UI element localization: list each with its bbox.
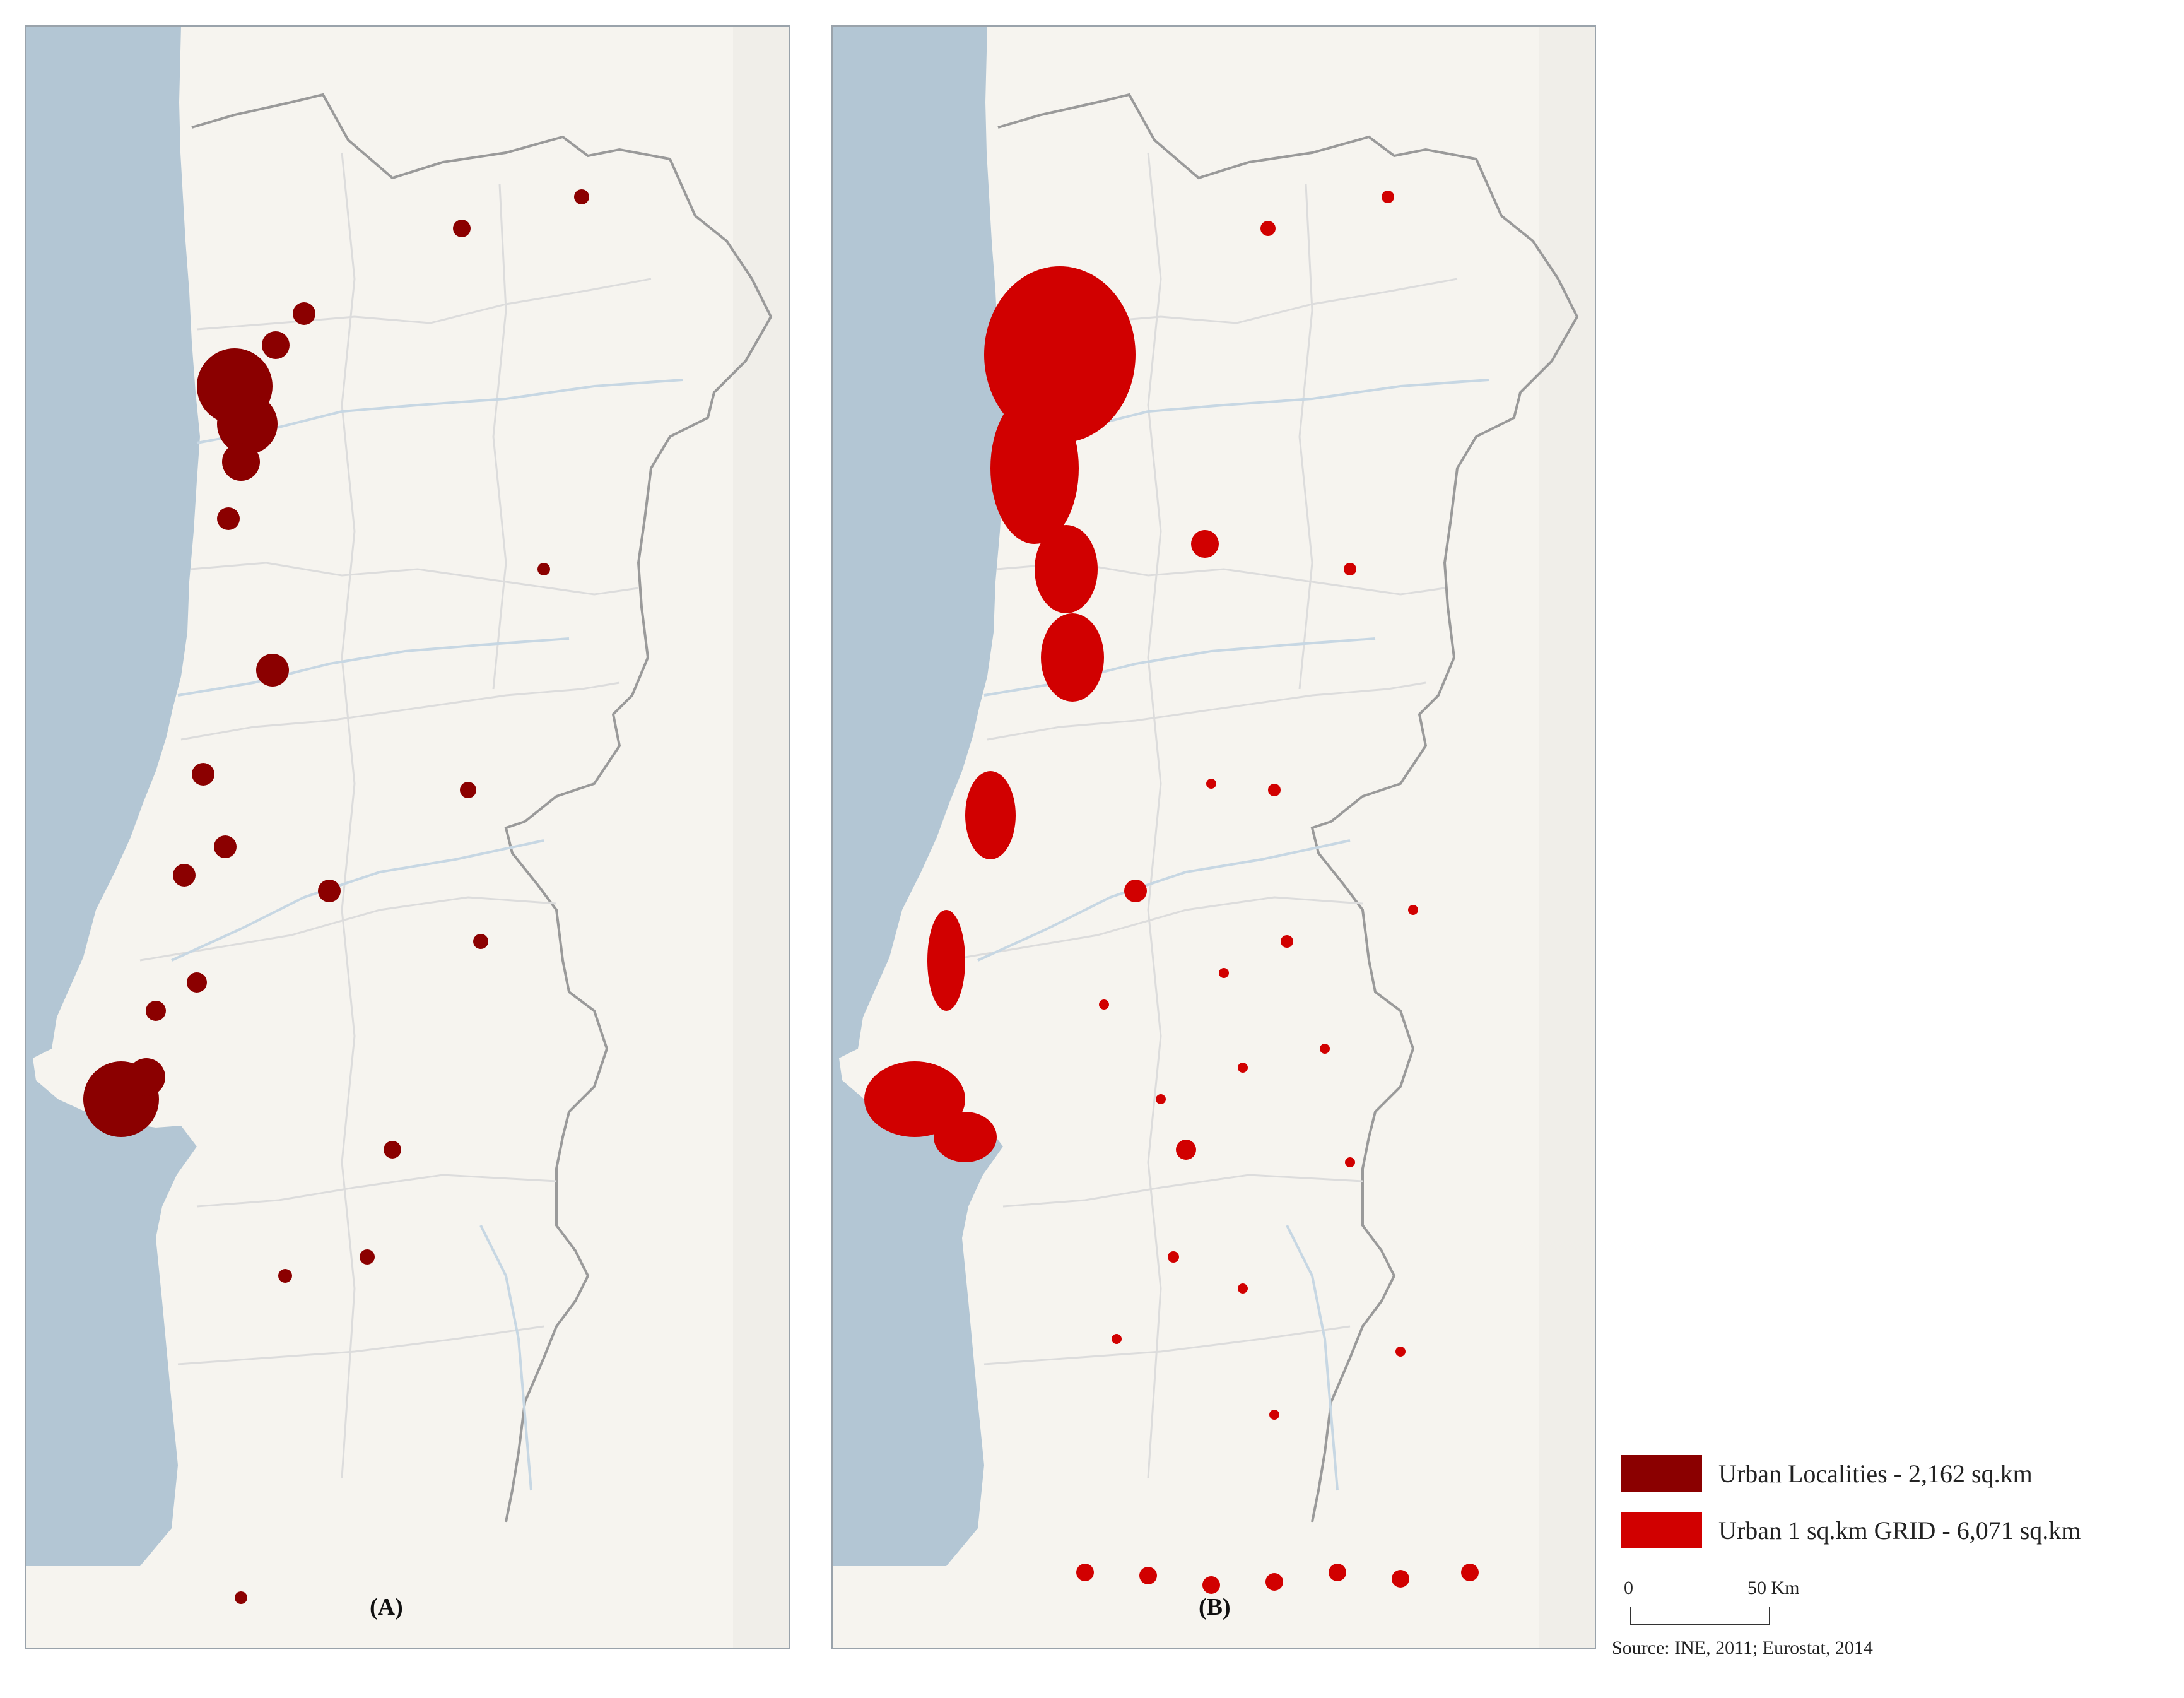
map-b-svg [833,27,1595,1648]
scale-max-label: 50 Km [1747,1577,1800,1598]
national-border [191,93,773,1523]
spain-land [733,27,789,1648]
land-mass [833,27,1595,1648]
map-panel-b [831,25,1596,1649]
source-note: Source: INE, 2011; Eurostat, 2014 [1612,1637,1873,1658]
urban-localities [83,189,589,1604]
legend-label-urban-localities: Urban Localities - 2,162 sq.km [1718,1459,2033,1488]
legend-item-urban-grid: Urban 1 sq.km GRID - 6,071 sq.km [1621,1502,2176,1559]
land-mass [26,27,789,1648]
map-panel-a [25,25,790,1649]
spain-land [1539,27,1595,1648]
legend: Urban Localities - 2,162 sq.km Urban 1 s… [1621,1445,2176,1559]
district-lines [946,152,1458,1478]
scale-line [1630,1607,1770,1625]
map-a-svg [26,27,789,1648]
panel-label-b: (B) [1199,1594,1231,1620]
legend-swatch-urban-grid [1621,1512,1702,1548]
legend-swatch-urban-localities [1621,1455,1702,1492]
legend-item-urban-localities: Urban Localities - 2,162 sq.km [1621,1445,2176,1502]
scale-bar: 0 50 Km [1621,1577,1823,1628]
legend-label-urban-grid: Urban 1 sq.km GRID - 6,071 sq.km [1718,1516,2081,1545]
district-lines [139,152,652,1478]
panel-label-a: (A) [370,1594,403,1620]
urban-grid-cells [864,191,1479,1594]
scale-zero-label: 0 [1624,1577,1633,1598]
national-border [997,93,1579,1523]
